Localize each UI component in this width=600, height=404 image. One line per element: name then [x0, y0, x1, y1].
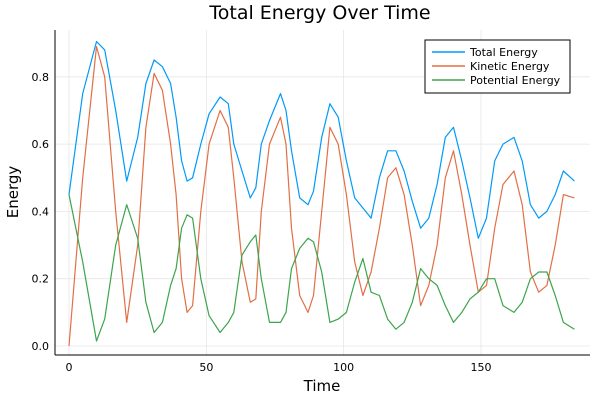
legend-label-kinetic-energy: Kinetic Energy	[470, 60, 550, 73]
y-tick-labels: 0.0 0.2 0.4 0.6 0.8	[32, 71, 50, 353]
y-tick-label: 0.2	[32, 273, 50, 286]
y-tick-label: 0.0	[32, 340, 50, 353]
potential-energy-line	[68, 194, 575, 342]
chart-title: Total Energy Over Time	[208, 2, 430, 24]
x-tick-label: 150	[471, 361, 492, 374]
x-tick-label: 0	[66, 361, 73, 374]
y-tick-label: 0.6	[32, 138, 50, 151]
legend-label-potential-energy: Potential Energy	[470, 74, 561, 87]
legend-label-total-energy: Total Energy	[469, 46, 538, 59]
kinetic-energy-line	[68, 45, 575, 347]
x-tick-label: 100	[333, 361, 354, 374]
x-tick-label: 50	[199, 361, 213, 374]
x-tick-labels: 0 50 100 150	[66, 361, 492, 374]
y-tick-label: 0.4	[32, 205, 50, 218]
y-tick-label: 0.8	[32, 71, 50, 84]
x-axis-label: Time	[303, 377, 341, 395]
y-axis-label: Energy	[4, 166, 22, 219]
total-energy-line	[68, 40, 575, 239]
series-group	[68, 40, 575, 347]
